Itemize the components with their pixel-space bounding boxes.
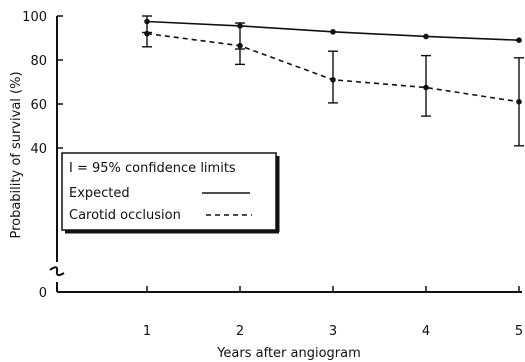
- y-axis-break-marker: [49, 266, 65, 277]
- y-tick-label-100: 100: [22, 10, 47, 25]
- x-tick-label-1: 1: [143, 324, 151, 339]
- legend: I = 95% confidence limits Expected Carot…: [61, 152, 280, 234]
- y-tick-label-60: 60: [30, 98, 47, 113]
- y-tick-label-0: 0: [39, 286, 47, 301]
- data-point: [237, 42, 243, 49]
- data-point: [237, 23, 243, 29]
- x-tick-label-4: 4: [422, 324, 430, 339]
- data-point: [330, 77, 336, 83]
- data-point: [423, 84, 429, 91]
- data-point: [144, 30, 150, 37]
- data-point: [516, 99, 522, 105]
- y-tick-label-40: 40: [30, 142, 47, 157]
- data-point: [330, 29, 336, 35]
- y-axis: 0 40 60 80 100: [22, 10, 65, 301]
- x-axis-title: Years after angiogram: [216, 346, 361, 361]
- x-tick-label-2: 2: [236, 324, 244, 339]
- data-point: [516, 37, 522, 43]
- data-point: [423, 33, 429, 40]
- data-point: [144, 18, 150, 25]
- legend-ci-label: I = 95% confidence limits: [69, 161, 236, 176]
- x-tick-label-3: 3: [329, 324, 337, 339]
- y-tick-label-80: 80: [30, 54, 47, 69]
- legend-carotid-label: Carotid occlusion: [69, 208, 181, 223]
- x-axis: 1 2 3 4 5: [57, 286, 523, 339]
- x-tick-label-5: 5: [515, 324, 523, 339]
- legend-box: [61, 152, 277, 231]
- series-expected: [142, 15, 522, 50]
- y-axis-title: Probability of survival (%): [9, 71, 24, 238]
- series-carotid-occlusion: [142, 30, 524, 147]
- legend-expected-label: Expected: [69, 186, 130, 201]
